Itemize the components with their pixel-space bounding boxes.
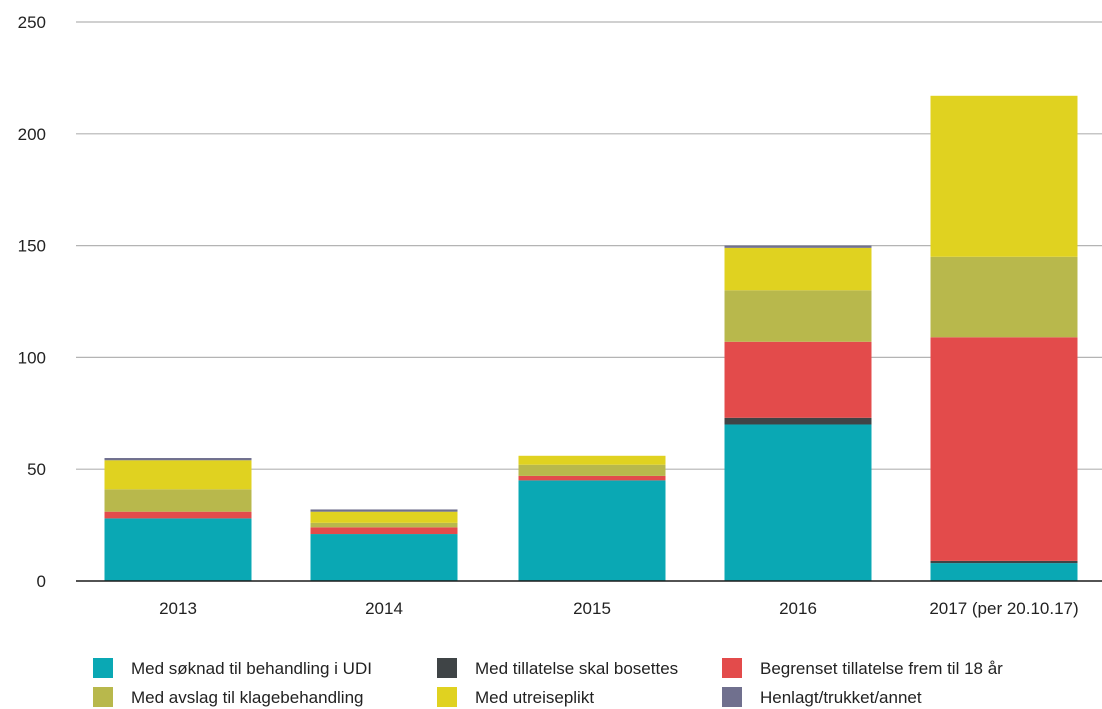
bar-segment-1-2 — [310, 527, 458, 535]
x-tick-label: 2015 — [573, 599, 611, 618]
x-tick-label: 2017 (per 20.10.17) — [929, 599, 1078, 618]
bar-segment-3-4 — [724, 247, 872, 291]
legend-swatch — [722, 658, 742, 678]
bar-segment-4-2 — [930, 337, 1078, 561]
bars — [104, 95, 1078, 581]
legend-label: Med søknad til behandling i UDI — [131, 659, 372, 678]
bar-segment-1-0 — [310, 534, 458, 581]
y-tick-label-250: 250 — [18, 13, 46, 32]
bar-segment-1-5 — [310, 509, 458, 512]
legend-label: Med avslag til klagebehandling — [131, 688, 364, 707]
bar-segment-1-4 — [310, 511, 458, 523]
bar-segment-2-0 — [518, 480, 666, 581]
legend-label: Henlagt/trukket/annet — [760, 688, 922, 707]
x-tick-label: 2014 — [365, 599, 403, 618]
y-tick-label-100: 100 — [18, 348, 46, 367]
legend-swatch — [93, 687, 113, 707]
bar-segment-3-0 — [724, 424, 872, 581]
legend-label: Med tillatelse skal bosettes — [475, 659, 678, 678]
bar-segment-3-5 — [724, 245, 872, 248]
bar-segment-0-2 — [104, 511, 252, 519]
bar-segment-3-3 — [724, 290, 872, 342]
legend: Med søknad til behandling i UDI Med tilla… — [93, 658, 1003, 707]
y-tick-label-50: 50 — [27, 460, 46, 479]
bar-segment-2-2 — [518, 475, 666, 481]
legend-swatch — [722, 687, 742, 707]
legend-label: Med utreiseplikt — [475, 688, 594, 707]
y-tick-label-0: 0 — [37, 572, 46, 591]
x-tick-label: 2016 — [779, 599, 817, 618]
bar-segment-0-4 — [104, 460, 252, 490]
legend-swatch — [437, 687, 457, 707]
y-tick-label-150: 150 — [18, 237, 46, 256]
bar-segment-0-0 — [104, 518, 252, 581]
y-axis: 0 50 100 150 200 250 — [18, 13, 46, 591]
bar-segment-4-1 — [930, 560, 1078, 564]
bar-segment-4-4 — [930, 95, 1078, 257]
legend-label: Begrenset tillatelse frem til 18 år — [760, 659, 1003, 678]
bar-segment-1-3 — [310, 522, 458, 528]
x-tick-label: 2013 — [159, 599, 197, 618]
bar-segment-3-1 — [724, 417, 872, 425]
bar-segment-4-3 — [930, 256, 1078, 338]
bar-segment-3-2 — [724, 341, 872, 418]
legend-swatch — [93, 658, 113, 678]
legend-swatch — [437, 658, 457, 678]
bar-segment-0-3 — [104, 489, 252, 512]
bar-segment-2-3 — [518, 464, 666, 476]
x-axis: 2013 2014 2015 2016 2017 (per 20.10.17) — [159, 599, 1079, 618]
bar-segment-4-0 — [930, 563, 1078, 581]
y-tick-label-200: 200 — [18, 125, 46, 144]
bar-segment-2-4 — [518, 455, 666, 465]
bar-segment-0-5 — [104, 458, 252, 461]
